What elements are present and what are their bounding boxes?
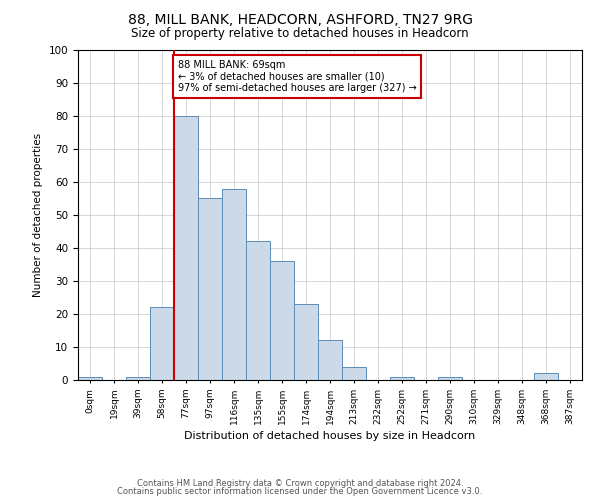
Text: Contains HM Land Registry data © Crown copyright and database right 2024.: Contains HM Land Registry data © Crown c… [137,478,463,488]
Bar [342,367,366,380]
Bar [270,261,294,380]
Bar [246,242,270,380]
Bar [294,304,318,380]
Bar [150,308,174,380]
Text: Size of property relative to detached houses in Headcorn: Size of property relative to detached ho… [131,28,469,40]
Bar [198,198,222,380]
Bar [438,376,462,380]
Bar [390,376,414,380]
Text: 88 MILL BANK: 69sqm
← 3% of detached houses are smaller (10)
97% of semi-detache: 88 MILL BANK: 69sqm ← 3% of detached hou… [178,60,416,93]
Bar [78,376,102,380]
Bar [534,374,558,380]
Bar [126,376,150,380]
X-axis label: Distribution of detached houses by size in Headcorn: Distribution of detached houses by size … [184,431,476,441]
Text: Contains public sector information licensed under the Open Government Licence v3: Contains public sector information licen… [118,487,482,496]
Bar [318,340,342,380]
Text: 88, MILL BANK, HEADCORN, ASHFORD, TN27 9RG: 88, MILL BANK, HEADCORN, ASHFORD, TN27 9… [128,12,473,26]
Bar [222,188,246,380]
Bar [174,116,198,380]
Y-axis label: Number of detached properties: Number of detached properties [33,133,43,297]
